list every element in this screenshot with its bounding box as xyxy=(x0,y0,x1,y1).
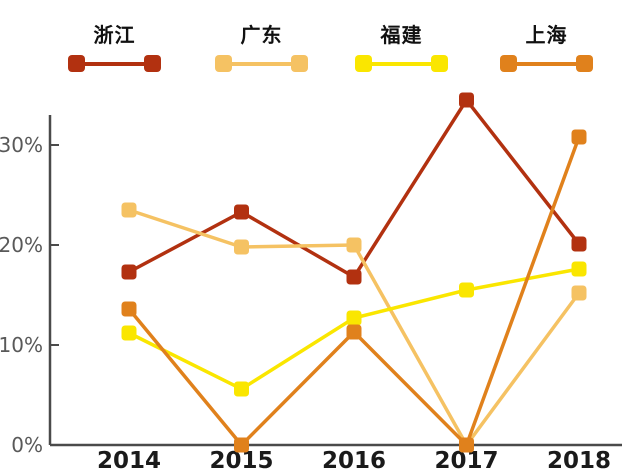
series-line-4 xyxy=(127,136,581,449)
x-tick-label: 2015 xyxy=(209,448,273,471)
x-tick-label: 2014 xyxy=(97,448,161,471)
x-tick-label: 2018 xyxy=(547,448,611,471)
data-point-marker xyxy=(121,325,137,341)
data-point-marker xyxy=(571,236,587,252)
data-point-marker xyxy=(459,282,474,298)
x-tick-label: 2017 xyxy=(434,448,498,471)
data-point-marker xyxy=(234,381,249,397)
data-point-marker xyxy=(121,202,137,218)
data-point-marker xyxy=(346,237,362,253)
data-point-marker xyxy=(346,324,362,340)
data-point-marker xyxy=(346,269,362,285)
data-point-marker xyxy=(234,204,249,220)
data-point-marker xyxy=(459,437,474,453)
y-tick-label: 30% xyxy=(0,133,43,157)
data-point-marker xyxy=(571,129,587,145)
data-point-marker xyxy=(459,92,474,108)
y-tick-label: 0% xyxy=(11,433,43,457)
y-tick-label: 10% xyxy=(0,333,43,357)
data-point-marker xyxy=(234,437,249,453)
data-point-marker xyxy=(346,310,362,326)
data-point-marker xyxy=(571,285,587,301)
y-tick-label: 20% xyxy=(0,233,43,257)
data-point-marker xyxy=(234,239,249,255)
x-tick-label: 2016 xyxy=(322,448,386,471)
data-point-marker xyxy=(571,261,587,277)
data-point-marker xyxy=(121,301,137,317)
data-point-marker xyxy=(121,264,137,280)
